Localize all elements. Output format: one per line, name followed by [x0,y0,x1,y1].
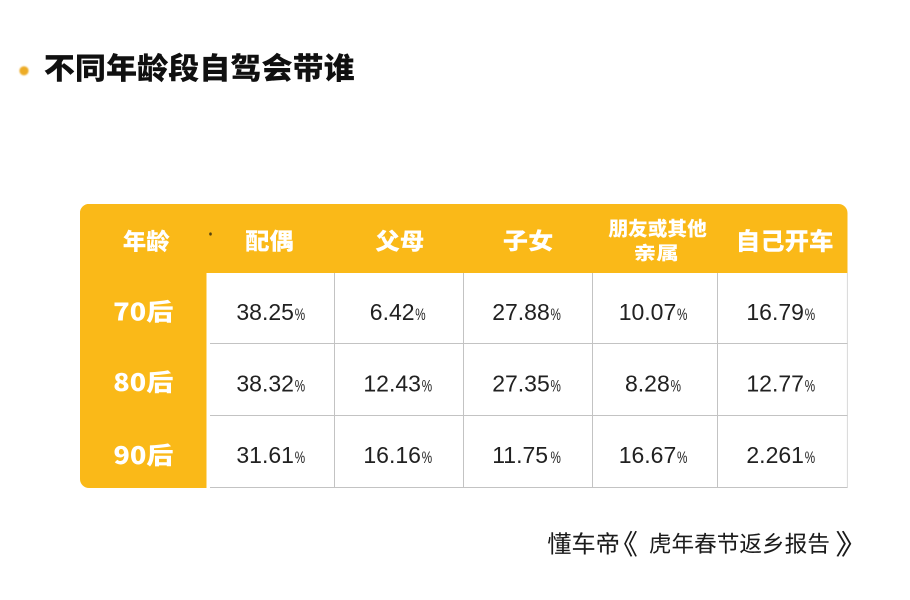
svg-text:%: % [805,449,816,467]
svg-text:6.42: 6.42 [370,299,415,325]
svg-text:38.25: 38.25 [236,299,294,325]
svg-text:31.61: 31.61 [236,442,294,468]
svg-text:%: % [295,378,306,396]
svg-text:%: % [422,378,433,396]
svg-text:%: % [295,306,306,324]
svg-text:12.77: 12.77 [746,371,804,397]
svg-text:11.75: 11.75 [492,442,548,468]
svg-text:%: % [295,449,306,467]
svg-text:27.35: 27.35 [492,371,550,397]
svg-text:8.28: 8.28 [625,371,670,397]
svg-text:%: % [805,378,816,396]
svg-text:2.261: 2.261 [746,442,804,468]
svg-text:10.07: 10.07 [619,299,677,325]
svg-text:%: % [415,306,426,324]
svg-text:16.16: 16.16 [363,442,421,468]
svg-text:16.79: 16.79 [746,299,804,325]
svg-text:%: % [805,306,816,324]
svg-text:%: % [551,378,562,396]
svg-text:16.67: 16.67 [619,442,677,468]
svg-text:12.43: 12.43 [363,371,421,397]
svg-text:%: % [422,449,433,467]
svg-text:%: % [677,449,688,467]
svg-text:%: % [551,306,562,324]
svg-text:27.88: 27.88 [492,299,550,325]
svg-text:%: % [551,449,562,467]
svg-text:%: % [671,378,682,396]
svg-text:38.32: 38.32 [236,371,294,397]
svg-text:%: % [677,306,688,324]
